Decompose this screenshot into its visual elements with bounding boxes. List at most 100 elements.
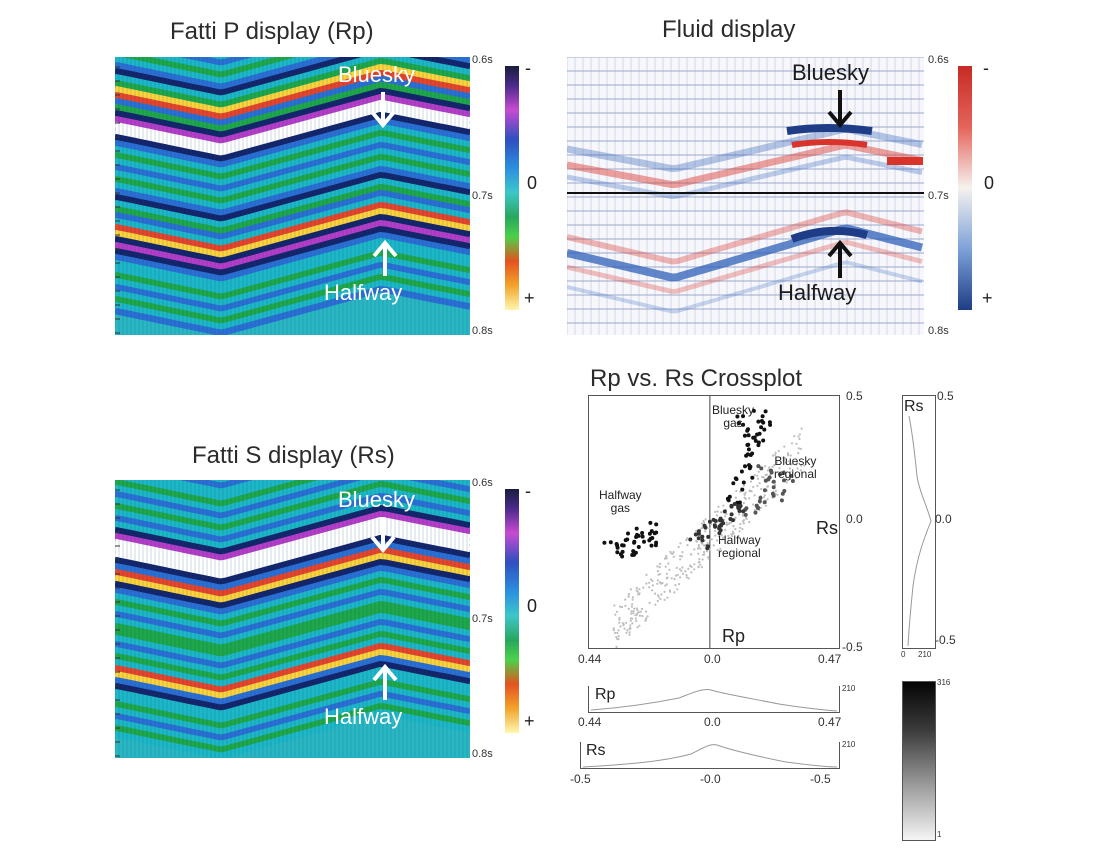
cluster-point	[744, 506, 749, 511]
seismic-horizon	[115, 703, 470, 753]
background-point	[658, 581, 662, 584]
background-point	[783, 445, 786, 448]
background-point	[693, 563, 696, 566]
background-point	[687, 567, 690, 570]
background-point	[722, 536, 725, 539]
seismic-horizon	[115, 136, 470, 186]
background-point	[756, 484, 759, 487]
background-point	[710, 538, 713, 541]
background-point	[697, 544, 700, 547]
background-point	[646, 615, 649, 618]
background-point	[645, 617, 648, 620]
background-point	[624, 604, 627, 607]
cluster-point	[729, 512, 734, 517]
cluster-point	[779, 498, 784, 503]
background-point	[724, 528, 727, 531]
background-point	[697, 552, 700, 555]
background-point	[685, 576, 688, 579]
cluster-point	[739, 469, 744, 474]
background-point	[752, 485, 755, 488]
seismic-horizon	[115, 274, 470, 324]
background-point	[654, 603, 657, 606]
background-point	[714, 529, 717, 532]
background-point	[796, 461, 799, 464]
background-point	[670, 577, 673, 580]
cluster-point	[640, 534, 645, 539]
background-point	[674, 584, 677, 587]
background-point	[697, 561, 700, 564]
cluster-point	[751, 408, 756, 413]
background-point	[749, 489, 752, 493]
background-point	[787, 460, 790, 463]
background-point	[753, 474, 756, 477]
background-point	[744, 491, 747, 494]
seismic-horizon	[115, 190, 470, 240]
background-point	[702, 544, 706, 547]
background-point	[703, 521, 706, 524]
seismic-horizon	[115, 493, 470, 543]
background-point	[687, 577, 690, 580]
background-point	[749, 480, 752, 483]
background-point	[715, 539, 719, 542]
fluid-colorbar	[958, 66, 972, 310]
seismic-horizon	[115, 511, 470, 561]
seismic-horizon	[115, 244, 470, 294]
background-point	[756, 474, 759, 477]
background-point	[720, 511, 723, 514]
background-point	[631, 598, 634, 601]
background-point	[798, 433, 801, 436]
seismic-horizon	[115, 481, 470, 531]
seismic-horizon	[115, 57, 470, 96]
background-point	[616, 637, 619, 640]
cluster-point	[615, 550, 620, 555]
background-point	[638, 624, 641, 627]
fatti-p-time-top: 0.6s	[472, 54, 493, 66]
background-point	[742, 502, 745, 505]
crossplot-y-tick-bottom: -0.5	[842, 640, 863, 654]
seismic-horizon	[118, 57, 300, 78]
fluid-horizon	[567, 239, 923, 295]
background-point	[735, 489, 738, 493]
rs-histogram-frame	[902, 395, 936, 649]
cluster-point	[768, 422, 773, 427]
seismic-horizon	[115, 607, 470, 657]
cluster-point	[707, 519, 712, 524]
cluster-point	[741, 480, 746, 485]
fluid-cbar-mid: 0	[984, 173, 995, 193]
background-point	[680, 555, 683, 558]
seismic-horizon	[115, 487, 470, 537]
seismic-horizon	[115, 661, 470, 711]
seismic-horizon	[115, 480, 470, 507]
seismic-horizon	[115, 106, 470, 156]
background-point	[642, 586, 645, 589]
seismic-horizon	[115, 82, 470, 132]
fluid-horizon	[567, 260, 923, 314]
background-point	[667, 562, 670, 565]
background-point	[725, 513, 728, 516]
background-point	[795, 477, 798, 480]
background-point	[738, 513, 741, 516]
background-point	[757, 470, 760, 473]
cluster-point	[688, 537, 693, 542]
background-point	[613, 604, 616, 607]
background-point	[679, 558, 682, 561]
seismic-horizon	[115, 697, 470, 747]
background-point	[676, 573, 679, 576]
background-point	[625, 621, 628, 624]
seismic-horizon	[115, 619, 470, 669]
cluster-point	[725, 496, 730, 501]
seismic-horizon	[115, 57, 470, 102]
rs-bottom-hist-x-right: -0.5	[810, 772, 831, 786]
crossplot-y-tick-top: 0.5	[846, 389, 863, 403]
fatti-s-bluesky-label: Bluesky	[338, 487, 416, 512]
background-point	[734, 528, 737, 531]
background-point	[706, 542, 709, 545]
seismic-horizon	[115, 238, 470, 288]
background-point	[615, 635, 618, 639]
fluid-down-arrow-icon	[827, 90, 853, 129]
crossplot-x-tick-left: 0.44	[578, 652, 602, 666]
cluster-point	[771, 493, 776, 498]
background-point	[612, 627, 615, 630]
cluster-point	[712, 523, 717, 528]
seismic-horizon	[115, 613, 470, 663]
